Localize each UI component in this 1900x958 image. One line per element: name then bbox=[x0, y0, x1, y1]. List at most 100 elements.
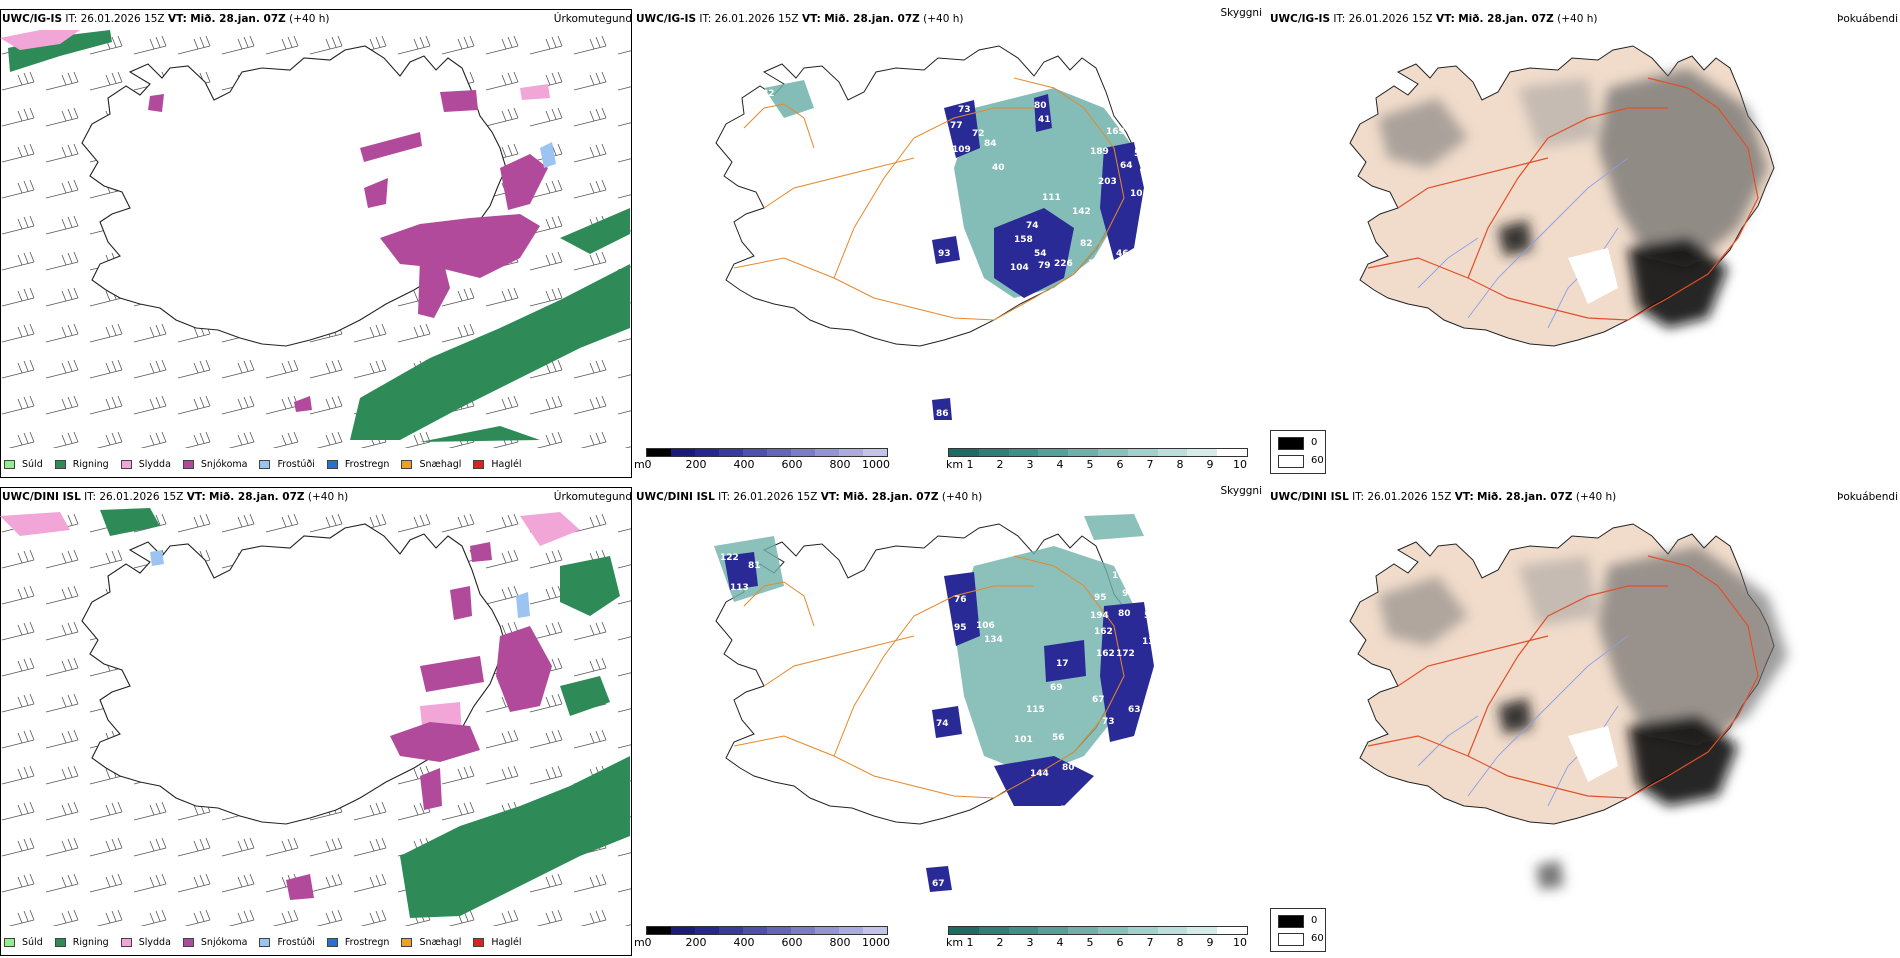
panel-header: UWC/IG-IS IT: 26.01.2026 15Z VT: Mið. 28… bbox=[1270, 11, 1898, 27]
cbar-step bbox=[1157, 927, 1188, 934]
colorbar-unit: m bbox=[634, 458, 645, 471]
cbar-step bbox=[743, 449, 767, 456]
lead-time: (+40 h) bbox=[307, 491, 349, 503]
cbar-step bbox=[1068, 927, 1098, 934]
cloud-label: 82 bbox=[1080, 239, 1093, 249]
it-value: 26.01.2026 15Z bbox=[99, 491, 184, 503]
colorbar-tick: 10 bbox=[1233, 936, 1247, 949]
cloud-label: 80 bbox=[1118, 609, 1131, 619]
it-value: 26.01.2026 15Z bbox=[1367, 491, 1452, 503]
model-name: UWC/IG-IS bbox=[2, 13, 63, 25]
cbar-step bbox=[949, 927, 979, 934]
cloud-label: 82 bbox=[1068, 303, 1081, 313]
fog-legend: 0 60 bbox=[1270, 908, 1326, 952]
cbar-step bbox=[1187, 449, 1218, 456]
cloud-label: 93 bbox=[938, 249, 951, 259]
legend-swatch bbox=[182, 459, 194, 469]
cloud-label: 69 bbox=[1122, 271, 1135, 281]
vt-label: VT: bbox=[820, 491, 840, 503]
visibility-colorbar: km 1 2 3 4 5 6 7 8 9 10 bbox=[946, 926, 1268, 952]
rain-areas bbox=[8, 30, 630, 442]
legend-item: Frostúði bbox=[259, 937, 315, 948]
cloud-visibility-panel: UWC/DINI ISL IT: 26.01.2026 15Z VT: Mið.… bbox=[634, 485, 1268, 958]
cbar-step bbox=[1097, 449, 1128, 456]
legend-label: Frostúði bbox=[277, 458, 315, 470]
it-label: IT: bbox=[84, 491, 97, 503]
row-dini-isl: UWC/DINI ISL IT: 26.01.2026 15Z VT: Mið.… bbox=[0, 485, 1900, 958]
colorbar-tick: 3 bbox=[1026, 458, 1034, 471]
legend-item: Súld bbox=[4, 937, 43, 948]
cbar-step bbox=[647, 927, 671, 934]
cbar-step bbox=[978, 927, 1009, 934]
it-value: 26.01.2026 15Z bbox=[714, 13, 799, 25]
road-network bbox=[733, 77, 1125, 321]
colorbar-tick: 8 bbox=[1176, 936, 1184, 949]
fog-map bbox=[1349, 45, 1775, 347]
cloud-label: 64 bbox=[1120, 161, 1133, 171]
cloud-label: 95 bbox=[1148, 193, 1161, 203]
legend-item: Frostúði bbox=[259, 458, 315, 470]
fog-roads bbox=[1367, 77, 1759, 321]
cloud-label: 52 bbox=[1144, 611, 1157, 621]
colorbar-tick: 5 bbox=[1086, 936, 1094, 949]
fog-index-panel: UWC/IG-IS IT: 26.01.2026 15Z VT: Mið. 28… bbox=[1268, 8, 1900, 480]
vt-value: Mið. 28.jan. 07Z bbox=[1477, 491, 1573, 503]
legend-swatch bbox=[259, 937, 271, 947]
legend-item: Rigning bbox=[54, 459, 109, 470]
cloud-label: 73 bbox=[958, 105, 971, 115]
colorbar-tick: 2 bbox=[996, 458, 1004, 471]
panel-frame bbox=[0, 9, 632, 478]
legend-item: Snjókoma bbox=[182, 937, 247, 948]
cbar-step bbox=[671, 927, 695, 934]
colorbar-tick: 2 bbox=[996, 936, 1004, 949]
legend-item: Slydda bbox=[120, 459, 171, 470]
model-name: UWC/DINI ISL bbox=[636, 491, 715, 503]
cloud-label: 41 bbox=[1038, 115, 1051, 125]
precip-legend: Súld Rigning Slydda Snjókoma Frostúði Fr… bbox=[4, 934, 534, 950]
road-network bbox=[733, 555, 1125, 799]
legend-swatch bbox=[120, 459, 132, 469]
cloud-label: 72 bbox=[972, 129, 985, 139]
sleet-areas bbox=[0, 30, 550, 100]
colorbar-tick: 200 bbox=[685, 458, 707, 471]
legend-label: Haglél bbox=[491, 936, 522, 948]
colorbar-km bbox=[948, 926, 1248, 935]
cloud-label: 162 bbox=[1096, 649, 1115, 659]
fog-legend-swatch bbox=[1278, 933, 1304, 946]
cloud-label: 226 bbox=[1054, 259, 1073, 269]
legend-label: Snæhagl bbox=[419, 936, 462, 948]
legend-label: Haglél bbox=[491, 458, 522, 470]
vt-label: VT: bbox=[186, 491, 206, 503]
panel-title: Skyggni bbox=[1220, 7, 1263, 19]
cloud-label: 82 bbox=[762, 89, 775, 99]
colorbar-tick: 9 bbox=[1206, 458, 1214, 471]
cloud-label: 113 bbox=[730, 583, 749, 593]
panel-title: Úrkomutegund bbox=[553, 491, 632, 503]
cloud-label: 189 bbox=[1090, 147, 1109, 157]
cloud-map: 122 81 113 76 95 106 134 162 90 95 194 5… bbox=[714, 514, 1167, 892]
precip-map bbox=[0, 506, 631, 926]
fog-roads bbox=[1367, 555, 1759, 799]
cloud-label: 134 bbox=[1036, 305, 1055, 315]
legend-swatch bbox=[473, 459, 485, 469]
panel-header: UWC/IG-IS IT: 26.01.2026 15Z VT: Mið. 28… bbox=[2, 11, 632, 27]
legend-swatch bbox=[401, 937, 413, 947]
legend-label: Frostregn bbox=[344, 936, 390, 948]
cloud-label: 172 bbox=[1052, 345, 1071, 355]
cbar-step bbox=[949, 449, 979, 456]
colorbar-tick: 600 bbox=[781, 936, 803, 949]
fog-legend: 0 60 bbox=[1270, 430, 1326, 474]
it-label: IT: bbox=[65, 13, 78, 25]
colorbar-unit: km bbox=[946, 936, 964, 949]
cbar-step bbox=[743, 927, 767, 934]
cloud-label: 63 bbox=[1128, 705, 1141, 715]
cloud-label: 81 bbox=[748, 561, 761, 571]
cloud-label: 84 bbox=[984, 139, 997, 149]
cbar-step bbox=[1097, 927, 1128, 934]
fog-legend-label: 0 bbox=[1311, 437, 1318, 448]
cbar-step bbox=[839, 449, 863, 456]
cloud-label: 116 bbox=[1088, 259, 1107, 269]
vt-value: Mið. 28.jan. 07Z bbox=[1458, 13, 1554, 25]
rain-areas bbox=[100, 508, 630, 918]
cloud-base-colorbar: m 0 200 400 600 800 1000 bbox=[634, 926, 894, 952]
